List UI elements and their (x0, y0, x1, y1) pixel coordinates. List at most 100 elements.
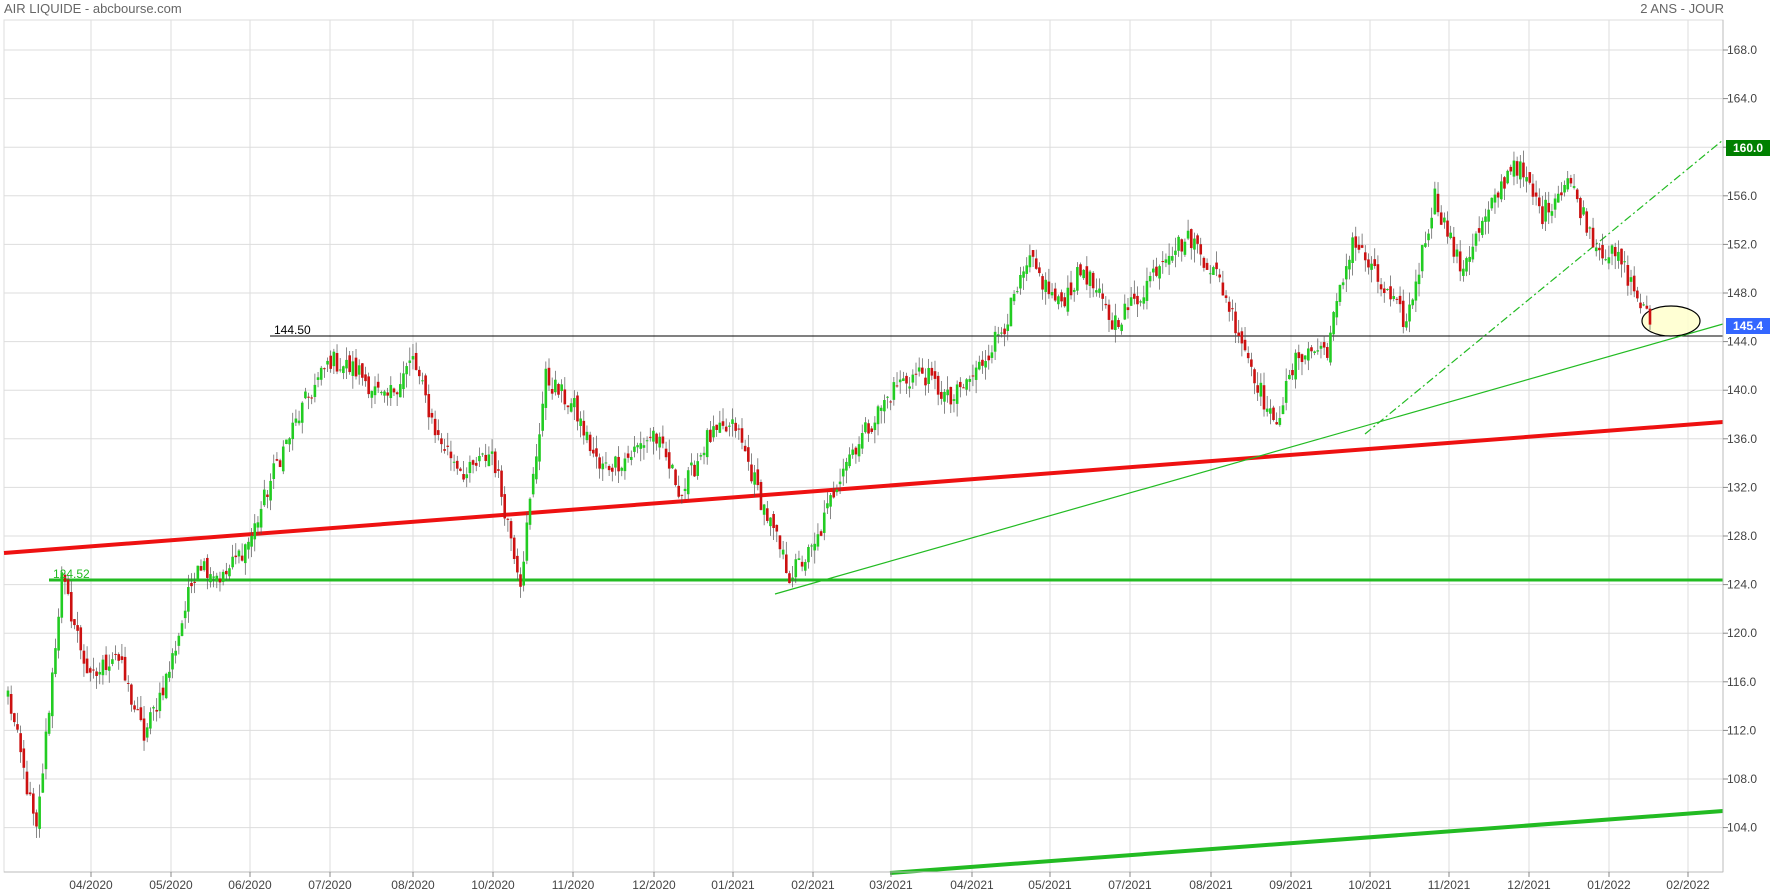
candle-body (1579, 197, 1582, 219)
candle-body (709, 429, 712, 442)
candle-body (253, 523, 257, 540)
candle-body (898, 379, 902, 383)
candle-body (519, 574, 522, 587)
candle-body (1246, 352, 1250, 359)
candle-body (1588, 227, 1592, 229)
candle-body (319, 367, 323, 380)
candle-body (1458, 251, 1462, 272)
candle-body (1082, 269, 1085, 279)
y-tick-label: 116.0 (1727, 675, 1756, 689)
candle-body (1468, 256, 1471, 262)
candle-body (851, 449, 855, 455)
candle-body (1110, 320, 1114, 330)
trendline-green-thin (774, 323, 1724, 595)
candle-body (1012, 293, 1016, 302)
candle-body (193, 581, 196, 583)
badge-160-label: 160.0 (1733, 141, 1763, 155)
candle-body (310, 397, 314, 399)
candle-body (417, 369, 421, 377)
x-tick-label: 04/2021 (950, 878, 994, 892)
candle-body (446, 445, 450, 447)
candle-body (1370, 263, 1373, 270)
candle-body (1098, 288, 1101, 293)
candle-body (1253, 369, 1256, 384)
candle-body (433, 418, 437, 436)
candle-body (1196, 235, 1199, 244)
candle-body (1598, 247, 1601, 251)
candle-body (490, 451, 494, 454)
candle-body (95, 671, 98, 676)
candle-body (1123, 303, 1127, 320)
candle-body (1351, 237, 1354, 264)
candle-body (648, 436, 652, 438)
candle-body (272, 463, 276, 480)
x-tick-label: 06/2020 (228, 878, 272, 892)
candle-body (196, 565, 200, 579)
candle-body (1496, 192, 1500, 198)
candle-body (493, 451, 497, 474)
candle-body (1000, 332, 1003, 334)
candle-body (1487, 209, 1490, 222)
candle-body (1202, 257, 1206, 268)
candle-body (1610, 245, 1614, 254)
candle-body (1259, 382, 1263, 397)
candle-body (617, 456, 620, 472)
candle-body (38, 796, 41, 829)
x-tick-label: 07/2021 (1108, 878, 1152, 892)
candle-body (1613, 246, 1617, 257)
candle-body (721, 421, 725, 426)
candle-body (522, 561, 525, 586)
candle-body (1329, 332, 1332, 363)
candle-body (762, 504, 766, 515)
candle-body (221, 571, 225, 582)
trendline-green-bottom (889, 809, 1724, 875)
candle-body (962, 387, 965, 389)
candle-body (1044, 279, 1048, 292)
candle-body (209, 574, 212, 583)
candle-body (1531, 183, 1535, 197)
candle-body (1104, 303, 1108, 306)
candle-body (734, 422, 737, 431)
candle-body (784, 554, 788, 574)
candle-body (259, 508, 263, 528)
candle-body (864, 422, 867, 433)
candle-body (1332, 312, 1335, 335)
candle-body (104, 654, 108, 670)
candle-body (1443, 217, 1446, 223)
candle-body (1139, 301, 1142, 303)
candle-body (1325, 347, 1329, 358)
candle-body (816, 534, 820, 547)
candle-body (1050, 292, 1054, 296)
candle-body (917, 367, 921, 372)
candle-body (28, 792, 32, 795)
candle-body (756, 469, 760, 486)
candle-body (405, 366, 408, 375)
candle-body (1231, 308, 1234, 310)
candle-body (645, 440, 649, 442)
candle-body (250, 535, 253, 547)
candle-body (835, 489, 839, 493)
candle-body (183, 610, 187, 619)
candle-body (1300, 354, 1304, 363)
candle-body (1645, 305, 1649, 309)
candle-body (737, 428, 741, 430)
candle-body (598, 457, 601, 469)
candle-body (424, 375, 427, 396)
candle-body (1430, 217, 1433, 229)
candle-body (813, 543, 817, 551)
x-tick-label: 11/2020 (552, 878, 595, 892)
candle-body (753, 472, 756, 485)
candle-body (924, 377, 927, 386)
candle-body (351, 361, 355, 376)
candle-body (1433, 188, 1437, 215)
candle-body (712, 426, 715, 438)
candle-body (554, 379, 557, 393)
candle-body (1607, 257, 1611, 264)
candle-body (101, 659, 105, 676)
candle-body (111, 659, 114, 664)
candle-body (724, 426, 728, 432)
candle-body (690, 462, 693, 466)
candle-body (604, 462, 608, 464)
y-tick-label: 120.0 (1727, 626, 1757, 640)
candle-body (582, 420, 586, 436)
